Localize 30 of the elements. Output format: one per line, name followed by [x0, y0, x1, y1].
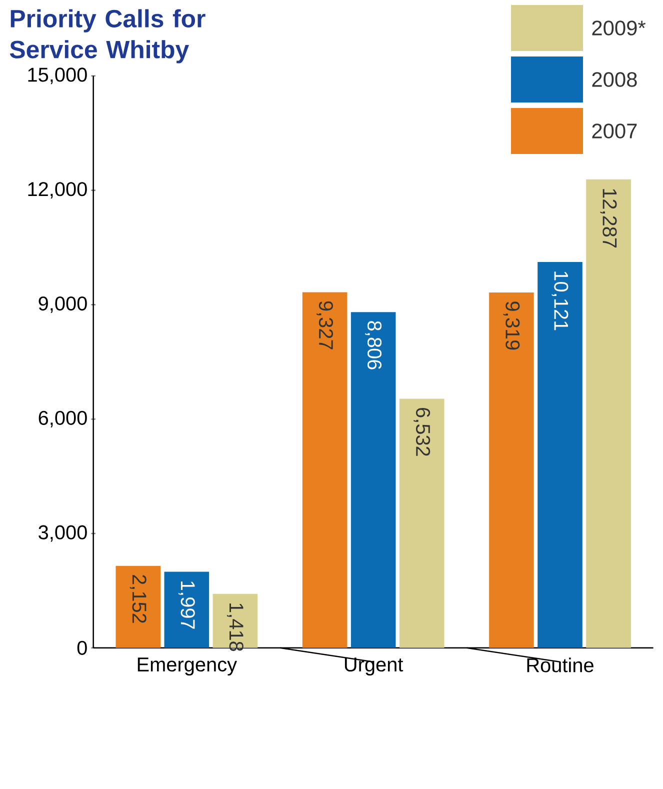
data-label: 2,152 [130, 575, 146, 623]
bar [302, 292, 348, 648]
data-label: 1,418 [226, 604, 244, 652]
legend-label: 2007 [592, 124, 637, 138]
y-tick-label: 12,000 [28, 182, 87, 199]
bar [399, 398, 444, 648]
data-label: 10,121 [552, 272, 568, 330]
y-tick-label: 9,000 [38, 296, 87, 313]
bar [164, 572, 210, 648]
data-label: 6,532 [414, 408, 430, 456]
data-label: 8,806 [365, 321, 382, 370]
data-label: 1,997 [178, 581, 195, 629]
bar [489, 292, 534, 648]
x-tick-label: Routine [527, 658, 594, 672]
bar [586, 179, 631, 648]
data-label: 12,287 [600, 189, 617, 248]
bar [116, 566, 161, 648]
chart-title: Priority Calls for Service Whitby [10, 9, 206, 64]
data-label: 9,327 [316, 301, 334, 350]
data-label: 9,319 [503, 302, 520, 350]
legend-label: 2009* [592, 20, 646, 36]
y-tick-label: 0 [77, 640, 87, 655]
y-tick-label: 6,000 [38, 410, 87, 428]
y-tick-label: 3,000 [38, 525, 87, 542]
y-tick-label: 15,000 [28, 68, 87, 84]
bar [538, 262, 582, 648]
x-tick-label: Urgent [344, 658, 404, 676]
x-tick-label: Emergency [138, 658, 237, 676]
bar [350, 312, 396, 648]
legend-label: 2008 [592, 72, 637, 87]
